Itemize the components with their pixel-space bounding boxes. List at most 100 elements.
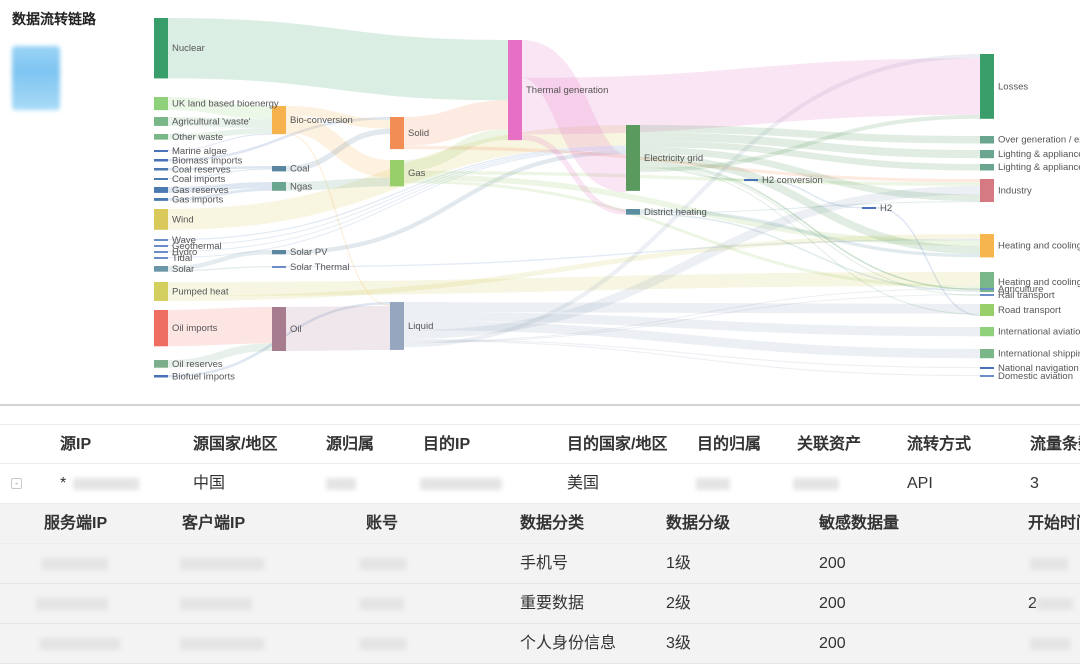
sankey-node-n41[interactable] xyxy=(980,288,994,290)
sankey-link-n29-n31 xyxy=(521,134,627,215)
sankey-link-n27-n38 xyxy=(403,170,981,186)
sankey-node-label: Geothermal xyxy=(172,241,222,252)
sub-table-row[interactable]: 重要数据 2级 200 2 xyxy=(0,584,1080,624)
sankey-node-n47[interactable] xyxy=(980,375,994,377)
sankey-node-n18[interactable] xyxy=(154,360,168,368)
sankey-node-label: Electricity grid xyxy=(644,153,703,164)
sankey-node-label: Agriculture xyxy=(998,284,1043,295)
sankey-link-n28-n46 xyxy=(403,339,981,369)
sankey-node-n34[interactable] xyxy=(980,54,994,119)
sankey-node-n1[interactable] xyxy=(154,97,168,111)
sankey-node-n46[interactable] xyxy=(980,367,994,369)
sankey-node-label: Other waste xyxy=(172,132,223,143)
src-country-cell: 中国 xyxy=(193,475,226,492)
sankey-link-n32-n33 xyxy=(757,179,863,209)
sankey-node-n26[interactable] xyxy=(390,117,404,150)
sankey-node-n20[interactable] xyxy=(272,106,286,135)
sankey-node-n38[interactable] xyxy=(980,179,994,203)
sankey-node-n43[interactable] xyxy=(980,304,994,317)
sankey-link-n28-n43 xyxy=(403,302,981,314)
sankey-link-n17-n25 xyxy=(167,307,273,347)
sankey-link-n24-n39 xyxy=(285,239,981,268)
sankey-node-n12[interactable] xyxy=(154,245,168,247)
redacted-server-ip xyxy=(40,637,120,650)
sankey-node-n4[interactable] xyxy=(154,150,168,152)
redacted-sidebar-image xyxy=(12,46,60,110)
sankey-node-n17[interactable] xyxy=(154,310,168,347)
sankey-link-n1-n20 xyxy=(167,97,273,120)
sankey-node-n36[interactable] xyxy=(980,150,994,159)
sankey-node-label: Losses xyxy=(998,81,1028,92)
level-cell: 2级 xyxy=(666,595,691,612)
sankey-node-n35[interactable] xyxy=(980,136,994,144)
sankey-link-n28-n44 xyxy=(403,311,981,337)
sankey-node-n29[interactable] xyxy=(508,40,522,141)
sankey-node-label: Solar Thermal xyxy=(290,262,350,273)
sub-table-row[interactable]: 个人身份信息 3级 200 xyxy=(0,624,1080,664)
sankey-node-n14[interactable] xyxy=(154,257,168,259)
sankey-node-n44[interactable] xyxy=(980,327,994,337)
sankey-link-n8-n22 xyxy=(167,182,273,193)
sankey-link-n11-n30 xyxy=(167,145,627,241)
sankey-link-n30-n39 xyxy=(639,153,981,255)
col-src-owner: 源归属 xyxy=(326,436,375,453)
sankey-node-n25[interactable] xyxy=(272,307,286,351)
sankey-node-n45[interactable] xyxy=(980,349,994,359)
sankey-node-n42[interactable] xyxy=(980,294,994,296)
col-related-asset: 关联资产 xyxy=(797,436,862,453)
sankey-node-n28[interactable] xyxy=(390,302,404,350)
sankey-node-n11[interactable] xyxy=(154,239,168,241)
server-ip-cell xyxy=(42,544,108,584)
sankey-node-n21[interactable] xyxy=(272,166,286,172)
section-divider xyxy=(0,404,1080,406)
sankey-node-n40[interactable] xyxy=(980,272,994,293)
sankey-link-n30-n41 xyxy=(639,163,981,290)
sankey-link-n15-n23 xyxy=(167,250,273,271)
client-ip-cell xyxy=(180,544,264,584)
sankey-link-n18-n25 xyxy=(167,343,273,368)
sankey-link-n25-n28 xyxy=(285,305,391,351)
sankey-node-n22[interactable] xyxy=(272,182,286,191)
sankey-node-n7[interactable] xyxy=(154,178,168,180)
redacted-src-owner xyxy=(326,477,356,490)
redacted-start-time xyxy=(1030,557,1068,570)
sankey-node-n13[interactable] xyxy=(154,251,168,253)
sankey-node-label: Biofuel imports xyxy=(172,371,235,382)
src-ip-cell: * xyxy=(60,464,139,504)
sankey-node-label: UK land based bioenergy xyxy=(172,99,279,110)
sankey-link-n7-n21 xyxy=(167,168,273,179)
sankey-node-n23[interactable] xyxy=(272,250,286,255)
sankey-node-n37[interactable] xyxy=(980,164,994,171)
sankey-node-n3[interactable] xyxy=(154,134,168,140)
sankey-node-label: Lighting & appliances - commercial xyxy=(998,162,1080,173)
sankey-node-n15[interactable] xyxy=(154,266,168,272)
sankey-link-n28-n34 xyxy=(403,54,981,348)
sankey-node-n16[interactable] xyxy=(154,282,168,301)
sankey-node-n31[interactable] xyxy=(626,209,640,215)
redacted-src-ip xyxy=(72,477,139,490)
sankey-node-n6[interactable] xyxy=(154,168,168,171)
sankey-node-n9[interactable] xyxy=(154,198,168,201)
redacted-dst-owner xyxy=(696,477,730,490)
sankey-node-n33[interactable] xyxy=(862,207,876,209)
sankey-link-n31-n40 xyxy=(639,213,981,293)
sankey-node-n30[interactable] xyxy=(626,125,640,191)
sankey-node-n5[interactable] xyxy=(154,159,168,162)
sankey-node-n24[interactable] xyxy=(272,266,286,268)
collapse-row-button[interactable]: - xyxy=(11,478,22,489)
col-server-ip: 服务端IP xyxy=(44,515,108,532)
sankey-node-n39[interactable] xyxy=(980,234,994,258)
col-src-ip: 源IP xyxy=(60,436,92,453)
sankey-link-n14-n30 xyxy=(167,149,627,258)
sankey-node-n27[interactable] xyxy=(390,160,404,187)
sankey-link-n5-n26 xyxy=(167,117,391,162)
sankey-node-n10[interactable] xyxy=(154,209,168,230)
sub-table-row[interactable]: 手机号 1级 200 xyxy=(0,544,1080,584)
sankey-node-n8[interactable] xyxy=(154,187,168,193)
client-ip-cell xyxy=(180,624,264,664)
sankey-node-n2[interactable] xyxy=(154,117,168,126)
sankey-node-n32[interactable] xyxy=(744,179,758,181)
sankey-node-n19[interactable] xyxy=(154,375,168,378)
sankey-node-n0[interactable] xyxy=(154,18,168,79)
table-row[interactable]: - * 中国 美国 API 3 xyxy=(0,464,1080,504)
